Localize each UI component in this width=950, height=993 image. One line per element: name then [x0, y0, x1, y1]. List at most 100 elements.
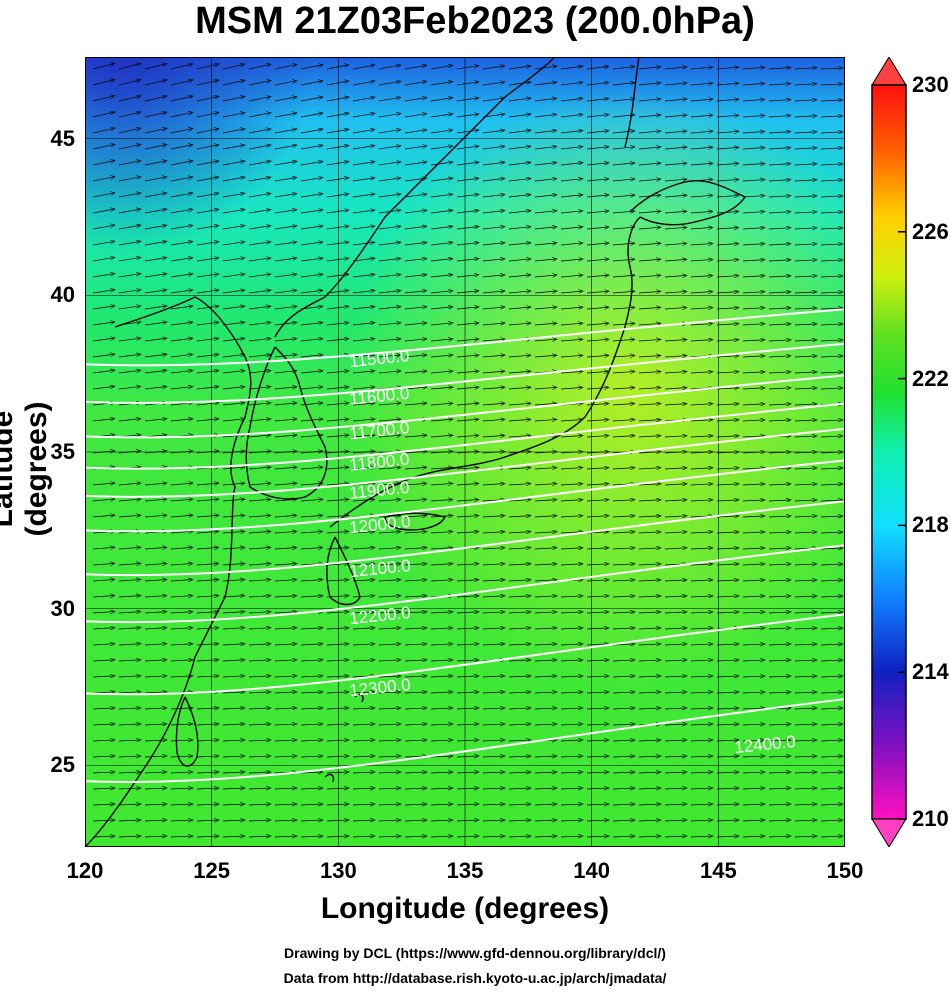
wind-arrow [430, 98, 453, 102]
colorbar-tick-label: 218 [912, 512, 949, 538]
wind-arrow [196, 258, 219, 262]
wind-arrow [690, 404, 713, 405]
wind-arrow [222, 209, 245, 214]
wind-arrow [456, 371, 479, 373]
wind-arrow [508, 500, 531, 501]
colorbar-gradient [871, 84, 907, 820]
wind-arrow [612, 420, 635, 421]
wind-arrow [274, 274, 297, 278]
wind-arrow [248, 403, 271, 405]
wind-arrow [274, 64, 297, 70]
wind-arrow [118, 80, 141, 86]
wind-arrow [794, 148, 817, 149]
wind-arrow [612, 532, 635, 533]
wind-arrow [794, 324, 817, 325]
wind-arrow [820, 500, 843, 501]
wind-arrow [508, 275, 531, 277]
wind-arrow [534, 82, 557, 86]
wind-arrow [664, 83, 687, 85]
wind-arrow [326, 323, 349, 326]
wind-arrow [560, 211, 583, 213]
wind-arrow [534, 500, 557, 501]
wind-arrow [300, 596, 323, 597]
wind-arrow [170, 354, 193, 358]
wind-arrow [638, 115, 661, 117]
wind-arrow [170, 531, 193, 533]
wind-arrow [768, 244, 791, 245]
wind-arrow [534, 243, 557, 245]
wind-arrow [430, 483, 453, 485]
wind-arrow [196, 354, 219, 358]
wind-arrow [482, 323, 505, 325]
wind-arrow [456, 243, 479, 246]
wind-arrow [794, 84, 817, 85]
wind-arrow [716, 276, 739, 277]
wind-arrow [274, 387, 297, 389]
wind-arrow [560, 484, 583, 485]
chart-title: MSM 21Z03Feb2023 (200.0hPa) [195, 0, 755, 42]
wind-arrow [248, 322, 271, 326]
wind-arrow [144, 274, 167, 278]
wind-arrow [664, 484, 687, 485]
wind-arrow [274, 499, 297, 501]
wind-arrow [534, 484, 557, 485]
wind-arrow [664, 436, 687, 437]
wind-arrow [118, 515, 141, 517]
wind-arrow [560, 468, 583, 469]
wind-arrow [638, 420, 661, 421]
wind-arrow [92, 144, 115, 150]
wind-arrow [404, 114, 427, 118]
wind-arrow [456, 194, 479, 198]
wind-arrow [144, 144, 167, 150]
wind-arrow [404, 387, 427, 389]
wind-arrow [222, 161, 245, 166]
wind-arrow [612, 131, 635, 133]
wind-arrow [612, 227, 635, 229]
wind-arrow [196, 64, 219, 70]
wind-arrow [638, 339, 661, 341]
wind-arrow [430, 146, 453, 150]
wind-arrow [196, 596, 219, 597]
wind-arrow [586, 147, 609, 150]
wind-arrow [222, 515, 245, 517]
wind-arrow [404, 403, 427, 405]
wind-arrow [430, 451, 453, 453]
wind-arrow [638, 323, 661, 325]
wind-arrow [664, 67, 687, 69]
wind-arrow [768, 68, 791, 69]
wind-arrow [248, 467, 271, 469]
colorbar-tick-label: 210 [912, 806, 949, 831]
wind-arrow [742, 356, 765, 357]
wind-arrow [664, 532, 687, 533]
wind-arrow [430, 548, 453, 549]
wind-arrow [534, 114, 557, 118]
wind-arrow [716, 468, 739, 469]
wind-arrow [404, 81, 427, 86]
wind-arrow [560, 163, 583, 166]
wind-arrow [326, 387, 349, 389]
wind-arrow [768, 212, 791, 213]
wind-arrow [820, 372, 843, 373]
wind-arrow [456, 451, 479, 453]
wind-arrow [430, 178, 453, 182]
wind-arrow [404, 307, 427, 310]
wind-arrow [352, 387, 375, 389]
wind-arrow [222, 96, 245, 102]
wind-arrow [378, 355, 401, 357]
wind-vectors [92, 63, 843, 837]
wind-arrow [326, 113, 349, 118]
wind-arrow [742, 564, 765, 565]
wind-arrow [92, 193, 115, 198]
wind-arrow [456, 114, 479, 118]
wind-arrow [430, 162, 453, 166]
wind-arrow [92, 63, 115, 70]
wind-arrow [456, 98, 479, 102]
wind-arrow [820, 324, 843, 325]
wind-arrow [456, 210, 479, 214]
wind-arrow [92, 596, 115, 597]
wind-arrow [326, 178, 349, 182]
wind-arrow [820, 196, 843, 197]
wind-arrow [404, 323, 427, 326]
wind-arrow [690, 548, 713, 549]
wind-arrow [768, 372, 791, 373]
